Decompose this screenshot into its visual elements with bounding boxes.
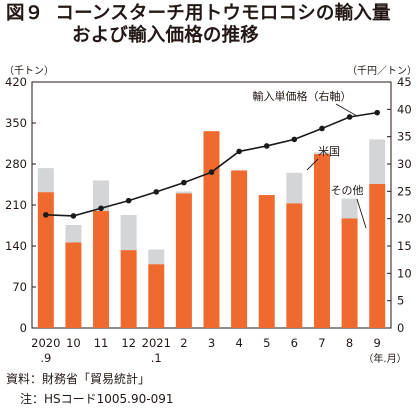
price-point-1 <box>70 213 77 219</box>
bar-us-8 <box>258 195 275 328</box>
bar-other-2 <box>93 180 110 211</box>
bar-other-3 <box>120 214 137 251</box>
price-point-11 <box>346 114 353 120</box>
price-point-0 <box>43 212 49 218</box>
bar-other-5 <box>175 191 192 194</box>
right-axis-tick-label: 5 <box>397 294 404 308</box>
left-axis-tick-label: 0 <box>20 321 27 335</box>
figure-title: 図９ コーンスターチ用トウモロコシの輸入量 および輸入価格の推移 <box>6 3 418 47</box>
price-point-4 <box>153 189 160 195</box>
x-axis-tick-label: 4 <box>235 336 242 350</box>
bar-us-12 <box>369 183 386 328</box>
bar-us-11 <box>341 218 358 328</box>
source-note: 資料：財務省「貿易統計」 <box>6 372 151 386</box>
bar-other-4 <box>148 249 165 265</box>
bar-other-10 <box>313 152 330 155</box>
hs-code-note: 注：HSコード1005.90-091 <box>20 392 174 406</box>
price-point-9 <box>291 136 298 143</box>
right-axis-tick-label: 40 <box>397 102 412 116</box>
bar-us-3 <box>120 250 137 328</box>
right-axis-unit: （千円／トン） <box>347 65 417 77</box>
right-axis-tick-label: 25 <box>397 184 412 198</box>
left-axis-unit: （千トン） <box>4 65 54 77</box>
bar-other-12 <box>369 139 386 184</box>
right-axis-tick-label: 0 <box>397 321 404 335</box>
bar-us-9 <box>286 203 303 328</box>
bar-us-0 <box>37 192 54 328</box>
bar-us-2 <box>93 210 110 328</box>
title-text-line-1: コーンスターチ用トウモロコシの輸入量 <box>55 3 391 24</box>
price-point-3 <box>125 197 132 204</box>
right-axis-tick-label: 15 <box>397 239 412 253</box>
x-axis-tick-label: 2020 <box>31 336 60 350</box>
annotation-price-line: 輸入単価格（右軸） <box>253 89 352 103</box>
price-point-7 <box>236 148 242 155</box>
x-axis-tick-label: 6 <box>291 336 298 350</box>
bar-us-6 <box>203 131 220 328</box>
price-point-5 <box>181 179 187 186</box>
left-axis-tick-label: 350 <box>5 116 27 130</box>
bar-us-4 <box>148 264 165 328</box>
figure-number: 図９ <box>6 3 44 24</box>
right-axis-tick-label: 35 <box>397 130 412 144</box>
left-axis-tick-label: 210 <box>5 198 27 212</box>
x-axis-tick-label: 12 <box>121 336 136 350</box>
x-axis-tick-label: 8 <box>346 336 353 350</box>
x-axis-tick-label: 3 <box>208 336 215 350</box>
right-axis-tick-label: 10 <box>397 266 412 280</box>
x-axis-tick-label: 2021 <box>142 336 171 350</box>
bar-other-0 <box>37 168 54 193</box>
x-axis-tick-label: 9 <box>374 336 381 350</box>
price-point-10 <box>319 125 325 132</box>
price-point-8 <box>263 143 270 149</box>
leader-us <box>306 158 319 171</box>
bar-other-11 <box>341 198 358 219</box>
right-axis-tick-label: 20 <box>397 212 412 226</box>
bar-other-1 <box>65 224 82 243</box>
title-line-2: および輸入価格の推移 <box>72 25 260 46</box>
left-axis-tick-label: 70 <box>12 280 27 294</box>
x-axis-unit: （年.月） <box>363 352 406 365</box>
x-axis-tick-label: .1 <box>151 351 162 365</box>
x-axis-tick-label: 5 <box>263 336 270 350</box>
bar-other-9 <box>286 172 303 204</box>
left-axis-tick-label: 420 <box>5 75 27 89</box>
left-axis-tick-label: 140 <box>5 239 27 253</box>
leader-price-line <box>335 103 358 117</box>
annotation-us: 米国 <box>318 145 340 158</box>
notes: 資料：財務省「貿易統計」 注：HSコード1005.90-091 <box>6 369 174 409</box>
x-axis-tick-label: 11 <box>94 336 109 350</box>
left-axis-tick-label: 280 <box>5 157 27 171</box>
bar-us-10 <box>313 154 330 328</box>
right-axis-tick-label: 45 <box>397 75 412 89</box>
price-point-2 <box>98 205 104 212</box>
x-axis-tick-label: .9 <box>40 351 51 365</box>
bar-us-7 <box>231 170 248 328</box>
title-line-1: 図９ コーンスターチ用トウモロコシの輸入量 <box>6 3 418 25</box>
leader-other <box>356 198 367 229</box>
bar-us-5 <box>175 193 192 328</box>
x-axis-tick-label: 2 <box>180 336 187 350</box>
price-point-6 <box>208 169 215 175</box>
annotation-other: その他 <box>331 184 364 197</box>
right-axis-tick-label: 30 <box>397 157 412 171</box>
x-axis-tick-label: 10 <box>66 336 81 350</box>
bar-us-1 <box>65 242 82 328</box>
x-axis-tick-label: 7 <box>318 336 325 350</box>
price-point-12 <box>374 109 380 116</box>
